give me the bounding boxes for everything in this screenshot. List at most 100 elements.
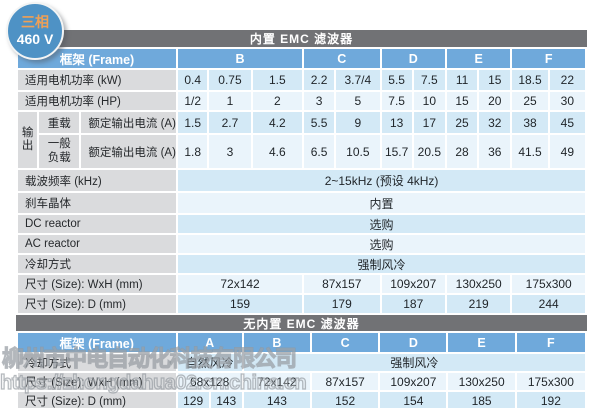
value-cell: 1.5 xyxy=(252,70,302,90)
value-cell: 38 xyxy=(512,112,548,133)
value-cell: 1.8 xyxy=(178,135,208,168)
spec-table-no-emc: 框架 (Frame) A B C D E F 冷却方式 自然风冷 强制风冷 尺寸… xyxy=(16,331,587,408)
value-cell: 1 xyxy=(209,92,251,110)
frame-header-label: 框架 (Frame) xyxy=(18,333,176,352)
row-label: 尺寸 (Size): WxH (mm) xyxy=(18,275,177,293)
normal-duty-label: 一般 负载 xyxy=(39,135,80,168)
value-cell: 自然风冷 xyxy=(177,354,242,371)
row-label: DC reactor xyxy=(18,215,177,233)
value-cell: 选购 xyxy=(178,235,585,253)
value-cell: 5.5 xyxy=(303,112,335,133)
value-cell: 6.5 xyxy=(303,135,335,168)
value-cell: 129 xyxy=(177,392,209,408)
value-cell: 0.75 xyxy=(209,70,251,90)
value-cell: 219 xyxy=(446,295,511,313)
value-cell: 2~15kHz (预设 4kHz) xyxy=(178,170,585,191)
value-cell: 87x157 xyxy=(303,275,380,293)
row-label: AC reactor xyxy=(18,235,177,253)
heavy-duty-label: 重载 xyxy=(39,112,80,133)
value-cell: 18.5 xyxy=(512,70,548,90)
row-label: 载波频率 (kHz) xyxy=(18,170,177,191)
value-cell: 143 xyxy=(243,392,311,408)
value-cell: 内置 xyxy=(178,193,585,213)
value-cell: 0.4 xyxy=(178,70,208,90)
section-title-builtin-emc: 内置 EMC 滤波器 xyxy=(16,30,587,47)
frame-c-header: C xyxy=(303,49,380,68)
phase-voltage-badge: 三相 460 V xyxy=(6,2,64,60)
value-cell: 15.7 xyxy=(381,135,412,168)
value-cell: 3 xyxy=(303,92,335,110)
value-cell: 3.7/4 xyxy=(336,70,380,90)
value-cell: 49 xyxy=(549,135,585,168)
carrier-frequency-row: 载波频率 (kHz) 2~15kHz (预设 4kHz) xyxy=(18,170,585,191)
frame-c-header: C xyxy=(312,333,379,352)
value-cell: 179 xyxy=(303,295,380,313)
value-cell: 17 xyxy=(413,112,445,133)
output-group-label: 输 出 xyxy=(18,112,38,168)
value-cell: 选购 xyxy=(178,215,585,233)
value-cell: 175x300 xyxy=(516,373,585,390)
size-wxh-row: 尺寸 (Size): WxH (mm) 72x142 87x157 109x20… xyxy=(18,275,585,293)
brake-chopper-row: 刹车晶体 内置 xyxy=(18,193,585,213)
value-cell: 强制风冷 xyxy=(178,255,585,273)
value-cell: 20 xyxy=(479,92,511,110)
value-cell: 20.5 xyxy=(413,135,445,168)
row-label: 冷却方式 xyxy=(18,354,176,371)
value-cell: 22 xyxy=(549,70,585,90)
frame-header-row: 框架 (Frame) A B C D E F xyxy=(18,333,585,352)
ac-reactor-row: AC reactor 选购 xyxy=(18,235,585,253)
value-cell: 109x207 xyxy=(381,275,445,293)
row-label: 适用电机功率 (kW) xyxy=(18,70,177,90)
value-cell: 72x142 xyxy=(178,275,302,293)
value-cell: 159 xyxy=(178,295,302,313)
value-cell: 15 xyxy=(479,70,511,90)
cooling-method-row: 冷却方式 自然风冷 强制风冷 xyxy=(18,354,585,371)
row-label: 尺寸 (Size): D (mm) xyxy=(18,295,177,313)
motor-power-kw-row: 适用电机功率 (kW) 0.4 0.75 1.5 2.2 3.7/4 5.5 7… xyxy=(18,70,585,90)
frame-header-row: 框架 (Frame) B C D E F xyxy=(18,49,585,68)
row-label: 尺寸 (Size): D (mm) xyxy=(18,392,176,408)
size-depth-row: 尺寸 (Size): D (mm) 159 179 187 219 244 xyxy=(18,295,585,313)
value-cell: 152 xyxy=(312,392,379,408)
size-wxh-row: 尺寸 (Size): WxH (mm) 68x128 72x142 87x157… xyxy=(18,373,585,390)
section-title-text: 无内置 EMC 滤波器 xyxy=(243,316,360,331)
motor-power-hp-row: 适用电机功率 (HP) 1/2 1 2 3 5 7.5 10 15 20 25 … xyxy=(18,92,585,110)
output-heavy-row: 输 出 重载 额定输出电流 (A) 1.5 2.7 4.2 5.5 9 13 1… xyxy=(18,112,585,168)
value-cell: 175x300 xyxy=(512,275,585,293)
value-cell: 72x142 xyxy=(243,373,311,390)
value-cell: 185 xyxy=(448,392,515,408)
value-cell: 7.5 xyxy=(381,92,412,110)
value-cell: 9 xyxy=(336,112,380,133)
value-cell: 32 xyxy=(479,112,511,133)
row-label: 额定输出电流 (A) xyxy=(81,112,177,133)
row-label: 冷却方式 xyxy=(18,255,177,273)
value-cell: 10 xyxy=(413,92,445,110)
value-cell: 4.2 xyxy=(252,112,302,133)
section-title-no-emc: 无内置 EMC 滤波器 xyxy=(16,315,587,331)
frame-b-header: B xyxy=(178,49,302,68)
row-label: 尺寸 (Size): WxH (mm) xyxy=(18,373,176,390)
value-cell: 143 xyxy=(210,392,242,408)
value-cell: 10.5 xyxy=(336,135,380,168)
value-cell: 109x207 xyxy=(380,373,447,390)
badge-phase-label: 三相 xyxy=(21,14,49,31)
value-cell: 244 xyxy=(512,295,585,313)
value-cell: 1/2 xyxy=(178,92,208,110)
frame-e-header: E xyxy=(448,333,515,352)
value-cell: 3 xyxy=(209,135,251,168)
size-depth-row: 尺寸 (Size): D (mm) 129 143 143 152 154 18… xyxy=(18,392,585,408)
value-cell: 28 xyxy=(446,135,478,168)
value-cell: 45 xyxy=(549,112,585,133)
value-cell: 30 xyxy=(549,92,585,110)
frame-a-header: A xyxy=(177,333,242,352)
value-cell: 强制风冷 xyxy=(243,354,585,371)
value-cell: 187 xyxy=(381,295,445,313)
value-cell: 2.7 xyxy=(209,112,251,133)
dc-reactor-row: DC reactor 选购 xyxy=(18,215,585,233)
value-cell: 192 xyxy=(516,392,585,408)
value-cell: 2 xyxy=(252,92,302,110)
frame-f-header: F xyxy=(516,333,585,352)
value-cell: 68x128 xyxy=(177,373,242,390)
value-cell: 36 xyxy=(479,135,511,168)
spec-table-builtin-emc: 框架 (Frame) B C D E F 适用电机功率 (kW) 0.4 0.7… xyxy=(16,47,587,315)
